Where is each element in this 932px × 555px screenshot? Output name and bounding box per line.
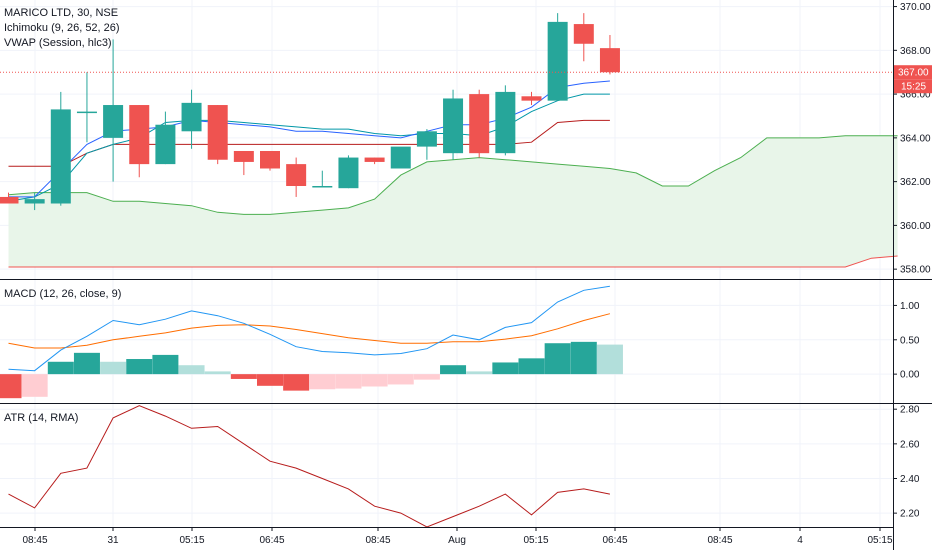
atr-legend[interactable]: ATR (14, RMA) <box>4 412 79 424</box>
atr-axis-tick-label: 2.80 <box>900 405 920 416</box>
macd-signal-line <box>8 313 611 349</box>
price-axis-tick-label: 364.00 <box>900 133 931 144</box>
macd-histogram-bar <box>387 374 414 385</box>
candle-body[interactable] <box>24 199 45 204</box>
candle-body[interactable] <box>364 157 385 162</box>
macd-histogram-bar <box>466 371 493 375</box>
candle-body[interactable] <box>495 91 516 154</box>
macd-histogram-bar <box>47 361 74 375</box>
macd-histogram-bar <box>204 371 231 375</box>
time-axis-tick-label: 08:45 <box>707 535 732 546</box>
macd-histogram-bar <box>440 365 467 375</box>
macd-axis-tick-label: 0.50 <box>900 335 920 346</box>
time-axis-tick-label: 06:45 <box>259 535 284 546</box>
macd-histogram-bar <box>0 374 22 399</box>
price-axis-tick-label: 370.00 <box>900 2 931 13</box>
candle-body[interactable] <box>0 196 19 204</box>
macd-axis-tick-label: 0.00 <box>900 370 920 381</box>
macd-histogram-bar <box>544 343 571 375</box>
time-axis-tick-label: 08:45 <box>365 535 390 546</box>
countdown-label: 15:25 <box>901 82 926 93</box>
price-axis-tick-label: 362.00 <box>900 177 931 188</box>
macd-histogram-bar <box>73 352 100 375</box>
macd-histogram-bar <box>126 359 153 375</box>
time-axis-tick-label: 08:45 <box>22 535 47 546</box>
atr-axis-tick-label: 2.40 <box>900 474 920 485</box>
ichimoku-cloud <box>8 135 898 267</box>
candle-body[interactable] <box>50 109 71 204</box>
candle-body[interactable] <box>443 98 464 154</box>
macd-histogram-bar <box>283 374 310 391</box>
macd-histogram-bar <box>21 374 48 397</box>
candle-body[interactable] <box>76 111 97 114</box>
time-axis-tick-label: 05:15 <box>523 535 548 546</box>
atr-line <box>8 405 610 528</box>
time-axis-tick-label: 06:45 <box>602 535 627 546</box>
macd-histogram-bar <box>152 354 179 375</box>
candle-body[interactable] <box>416 131 437 147</box>
macd-histogram-bar <box>335 374 362 389</box>
candle-body[interactable] <box>547 21 568 101</box>
kijun-sen-line <box>8 119 610 167</box>
atr-axis-tick-label: 2.20 <box>900 509 920 520</box>
candle-body[interactable] <box>286 164 307 186</box>
price-axis-tick-label: 368.00 <box>900 46 931 57</box>
senkou-span-b-line <box>8 255 898 268</box>
macd-histogram-bar <box>492 362 519 375</box>
candle-body[interactable] <box>521 96 542 101</box>
macd-legend[interactable]: MACD (12, 26, close, 9) <box>4 288 122 300</box>
time-axis-tick-label: Aug <box>448 535 466 546</box>
candle-body[interactable] <box>207 105 228 160</box>
candle-body[interactable] <box>390 146 411 169</box>
chart-title[interactable]: MARICO LTD, 30, NSE <box>4 7 119 19</box>
atr-axis-tick-label: 2.60 <box>900 439 920 450</box>
macd-histogram-bar <box>309 374 336 390</box>
macd-histogram-bar <box>100 361 127 375</box>
candle-body[interactable] <box>573 24 594 44</box>
time-axis-tick-label: 05:15 <box>867 535 892 546</box>
price-axis-tick-label: 360.00 <box>900 221 931 232</box>
macd-axis-tick-label: 1.00 <box>900 301 920 312</box>
current-price-badge <box>894 65 932 80</box>
macd-histogram-bar <box>361 374 388 387</box>
time-axis-tick-label: 31 <box>107 535 119 546</box>
current-price-label: 367.00 <box>898 68 929 79</box>
candle-body[interactable] <box>599 48 620 73</box>
price-axis-tick-label: 358.00 <box>900 265 931 276</box>
vwap-legend[interactable]: VWAP (Session, hlc3) <box>4 37 112 49</box>
candle-body[interactable] <box>312 186 333 188</box>
macd-histogram-bar <box>178 365 205 375</box>
candle-body[interactable] <box>129 105 150 165</box>
time-axis-tick-label: 4 <box>797 535 803 546</box>
macd-histogram-bar <box>518 358 545 375</box>
candle-body[interactable] <box>181 102 202 132</box>
price-axis-tick-label: 366.00 <box>900 90 931 101</box>
candle-body[interactable] <box>338 157 359 189</box>
candle-body[interactable] <box>155 124 176 165</box>
ichimoku-legend[interactable]: Ichimoku (9, 26, 52, 26) <box>4 22 120 34</box>
macd-histogram-bar <box>596 344 623 375</box>
time-axis-tick-label: 05:15 <box>179 535 204 546</box>
macd-histogram-bar <box>570 341 597 375</box>
candle-body[interactable] <box>469 94 490 154</box>
macd-histogram-bar <box>257 374 283 386</box>
candle-body[interactable] <box>103 105 124 138</box>
candle-body[interactable] <box>260 150 280 169</box>
macd-line <box>8 285 610 372</box>
countdown-badge <box>894 79 932 94</box>
macd-histogram-bar <box>230 374 257 379</box>
macd-histogram-bar <box>413 374 440 380</box>
candle-body[interactable] <box>233 150 254 162</box>
